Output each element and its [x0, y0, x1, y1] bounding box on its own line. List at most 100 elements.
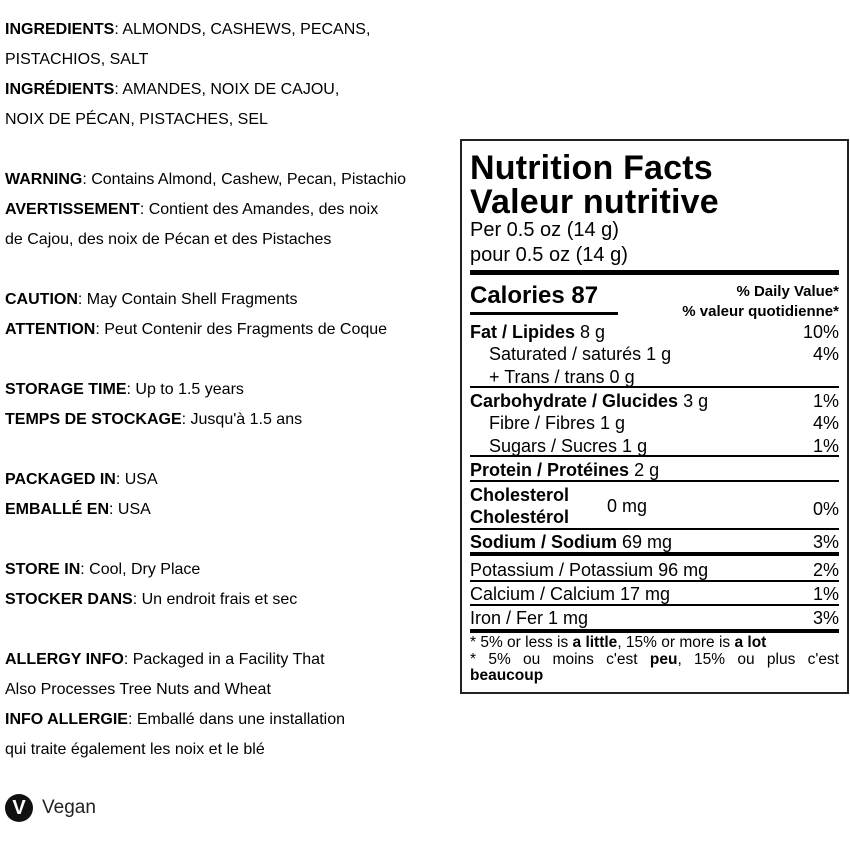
- divider-thick: [470, 270, 839, 275]
- info-label: TEMPS DE STOCKAGE: [5, 411, 182, 428]
- info-line: PISTACHIOS, SALT: [5, 50, 148, 70]
- divider-thick: [470, 629, 839, 633]
- info-text: de Cajou, des noix de Pécan et des Pista…: [5, 231, 332, 248]
- fat-dv: 10%: [802, 322, 839, 342]
- divider: [470, 480, 839, 482]
- divider-thick: [470, 552, 839, 556]
- iron-dv: 3%: [812, 608, 839, 628]
- info-text: : USA: [109, 501, 151, 518]
- dv-header-en: % Daily Value*: [736, 283, 839, 300]
- sugars-row: Sugars / Sucres 1 g: [489, 436, 648, 456]
- info-line: AVERTISSEMENT: Contient des Amandes, des…: [5, 200, 378, 220]
- info-label: WARNING: [5, 171, 83, 188]
- sodium-row: Sodium / Sodium 69 mg: [470, 532, 673, 552]
- info-line: de Cajou, des noix de Pécan et des Pista…: [5, 230, 331, 250]
- footnote-fr: * 5% ou moins c'est peu, 15% ou plus c'e…: [470, 651, 839, 668]
- info-line: qui traite également les noix et le blé: [5, 740, 265, 760]
- info-text: : Peut Contenir des Fragments de Coque: [95, 321, 388, 338]
- calories: Calories 87: [470, 282, 599, 309]
- info-text: : USA: [115, 471, 158, 488]
- info-text: : Un endroit frais et sec: [132, 591, 298, 608]
- info-line: ATTENTION: Peut Contenir des Fragments d…: [5, 320, 387, 340]
- sugars-dv: 1%: [812, 436, 839, 456]
- calcium-row: Calcium / Calcium 17 mg: [470, 584, 671, 604]
- title-fr: Valeur nutritive: [470, 183, 719, 221]
- serving-en: Per 0.5 oz (14 g): [470, 219, 619, 241]
- info-line: STORE IN: Cool, Dry Place: [5, 560, 200, 580]
- info-text: : AMANDES, NOIX DE CAJOU,: [114, 81, 340, 98]
- info-line: INGREDIENTS: ALMONDS, CASHEWS, PECANS,: [5, 20, 370, 40]
- info-line: Also Processes Tree Nuts and Wheat: [5, 680, 271, 700]
- info-line: NOIX DE PÉCAN, PISTACHES, SEL: [5, 110, 268, 130]
- info-line: WARNING: Contains Almond, Cashew, Pecan,…: [5, 170, 406, 190]
- info-line: TEMPS DE STOCKAGE: Jusqu'à 1.5 ans: [5, 410, 302, 430]
- sodium-dv: 3%: [812, 532, 839, 552]
- iron-row: Iron / Fer 1 mg: [470, 608, 589, 628]
- calories-underline: [470, 312, 618, 315]
- info-line: EMBALLÉ EN: USA: [5, 500, 151, 520]
- cholesterol-label-en: Cholesterol: [470, 485, 570, 505]
- info-label: STORE IN: [5, 561, 81, 578]
- footnote-fr-cont: beaucoup: [470, 667, 544, 684]
- info-label: ALLERGY INFO: [5, 651, 124, 668]
- saturated-row: Saturated / saturés 1 g: [489, 344, 672, 364]
- title-en: Nutrition Facts: [470, 149, 713, 187]
- info-text: PISTACHIOS, SALT: [5, 51, 149, 68]
- divider: [470, 604, 839, 606]
- info-text: : Contains Almond, Cashew, Pecan, Pistac…: [82, 171, 407, 188]
- trans-row: + Trans / trans 0 g: [489, 367, 635, 387]
- dv-header-fr: % valeur quotidienne*: [682, 303, 839, 320]
- v-circle-icon: V: [5, 794, 33, 822]
- vegan-badge: V Vegan: [5, 794, 96, 822]
- carb-row: Carbohydrate / Glucides 3 g: [470, 391, 709, 411]
- vegan-label: Vegan: [42, 797, 96, 818]
- info-line: INGRÉDIENTS: AMANDES, NOIX DE CAJOU,: [5, 80, 339, 100]
- saturated-dv: 4%: [812, 344, 839, 364]
- info-line: STOCKER DANS: Un endroit frais et sec: [5, 590, 297, 610]
- protein-row: Protein / Protéines 2 g: [470, 460, 660, 480]
- info-text: : Up to 1.5 years: [126, 381, 244, 398]
- info-line: ALLERGY INFO: Packaged in a Facility Tha…: [5, 650, 325, 670]
- serving-fr: pour 0.5 oz (14 g): [470, 244, 628, 266]
- info-line: INFO ALLERGIE: Emballé dans une installa…: [5, 710, 345, 730]
- info-label: CAUTION: [5, 291, 78, 308]
- cholesterol-amount: 0 mg: [607, 496, 648, 516]
- nutrition-facts-table: Nutrition Facts Valeur nutritive Per 0.5…: [460, 139, 849, 694]
- info-text: : Packaged in a Facility That: [123, 651, 325, 668]
- info-text: : Contient des Amandes, des noix: [139, 201, 379, 218]
- info-label: AVERTISSEMENT: [5, 201, 140, 218]
- info-text: : May Contain Shell Fragments: [77, 291, 298, 308]
- info-text: qui traite également les noix et le blé: [5, 741, 265, 758]
- info-label: EMBALLÉ EN: [5, 501, 109, 518]
- fibre-row: Fibre / Fibres 1 g: [489, 413, 626, 433]
- info-text: Also Processes Tree Nuts and Wheat: [5, 681, 271, 698]
- divider: [470, 580, 839, 582]
- info-label: ATTENTION: [5, 321, 96, 338]
- info-label: INFO ALLERGIE: [5, 711, 128, 728]
- info-line: CAUTION: May Contain Shell Fragments: [5, 290, 298, 310]
- info-line: STORAGE TIME: Up to 1.5 years: [5, 380, 244, 400]
- info-label: STORAGE TIME: [5, 381, 127, 398]
- info-text: : ALMONDS, CASHEWS, PECANS,: [114, 21, 371, 38]
- fibre-dv: 4%: [812, 413, 839, 433]
- divider: [470, 455, 839, 457]
- fat-row: Fat / Lipides 8 g: [470, 322, 606, 342]
- divider: [470, 386, 839, 388]
- info-text: : Emballé dans une installation: [127, 711, 345, 728]
- info-line: PACKAGED IN: USA: [5, 470, 158, 490]
- info-text: NOIX DE PÉCAN, PISTACHES, SEL: [5, 111, 268, 128]
- divider: [470, 528, 839, 530]
- info-label: INGREDIENTS: [5, 21, 115, 38]
- info-text: : Jusqu'à 1.5 ans: [181, 411, 303, 428]
- cholesterol-label-fr: Cholestérol: [470, 507, 570, 527]
- footnote-en: * 5% or less is a little, 15% or more is…: [470, 634, 767, 651]
- info-label: PACKAGED IN: [5, 471, 116, 488]
- carb-dv: 1%: [812, 391, 839, 411]
- cholesterol-dv: 0%: [812, 499, 839, 519]
- calcium-dv: 1%: [812, 584, 839, 604]
- info-label: INGRÉDIENTS: [5, 81, 115, 98]
- potassium-dv: 2%: [812, 560, 839, 580]
- info-text: : Cool, Dry Place: [80, 561, 201, 578]
- info-label: STOCKER DANS: [5, 591, 133, 608]
- potassium-row: Potassium / Potassium 96 mg: [470, 560, 709, 580]
